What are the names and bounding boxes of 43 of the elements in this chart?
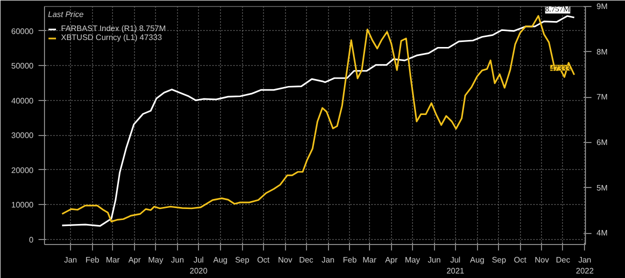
x-tick-label: May [148, 256, 164, 264]
y2-tick-label: 6M [596, 138, 608, 147]
y2-tick-label: 7M [596, 92, 608, 102]
x-tick-label: Oct [514, 256, 528, 264]
x-tick-label: May [404, 256, 420, 264]
y-tick-label: 30000 [11, 131, 34, 140]
x-tick-label: Jul 2021 [446, 256, 465, 276]
y2-tick-label: 4M [596, 228, 608, 238]
x-tick-label: Nov [278, 256, 292, 264]
x-tick-label: Jun [428, 256, 441, 264]
y2-tick-label: 8M [596, 47, 608, 56]
x-tick-label: Mar [362, 256, 377, 264]
x-tick-label: Jan [64, 256, 77, 264]
legend-label: FARBAST Index (R1) 8.757M [61, 24, 166, 33]
x-tick-label: Feb [85, 256, 100, 264]
data-label: 47333 [550, 64, 570, 73]
x-tick-label: Apr [385, 256, 398, 264]
x-tick-label: Jun [171, 256, 184, 264]
x-tick-label: Dec [556, 256, 570, 264]
x-tick-label: Apr [128, 256, 142, 264]
y-tick-label: 10000 [11, 200, 34, 210]
y-tick-label: 40000 [11, 96, 34, 106]
x-tick-label: Oct [257, 256, 270, 264]
legend-label: XBTUSD Curncy (L1) 47333 [61, 33, 162, 42]
legend-title: Last Price [48, 10, 85, 19]
y-tick-label: 50000 [11, 62, 34, 71]
x-tick-label: Aug [470, 256, 484, 264]
x-tick-label: Sep [235, 256, 250, 264]
y2-tick-label: 5M [596, 183, 608, 192]
y-tick-label: 60000 [11, 26, 34, 36]
x-tick-label: Jul 2020 [190, 256, 208, 276]
x-tick-label: Jan [322, 256, 334, 264]
x-tick-label: Mar [106, 256, 120, 264]
x-tick-label: Jan 2022 [576, 256, 594, 276]
y2-tick-label: 9M [596, 2, 608, 11]
y-tick-label: 0 [29, 235, 34, 244]
data-label: 8.757M [545, 4, 570, 14]
x-tick-label: Dec [299, 256, 314, 264]
x-tick-label: Sep [492, 256, 507, 264]
y-tick-label: 20000 [11, 166, 34, 175]
x-tick-label: Nov [534, 256, 550, 264]
x-tick-label: Aug [213, 256, 228, 264]
x-tick-label: Feb [342, 256, 358, 264]
